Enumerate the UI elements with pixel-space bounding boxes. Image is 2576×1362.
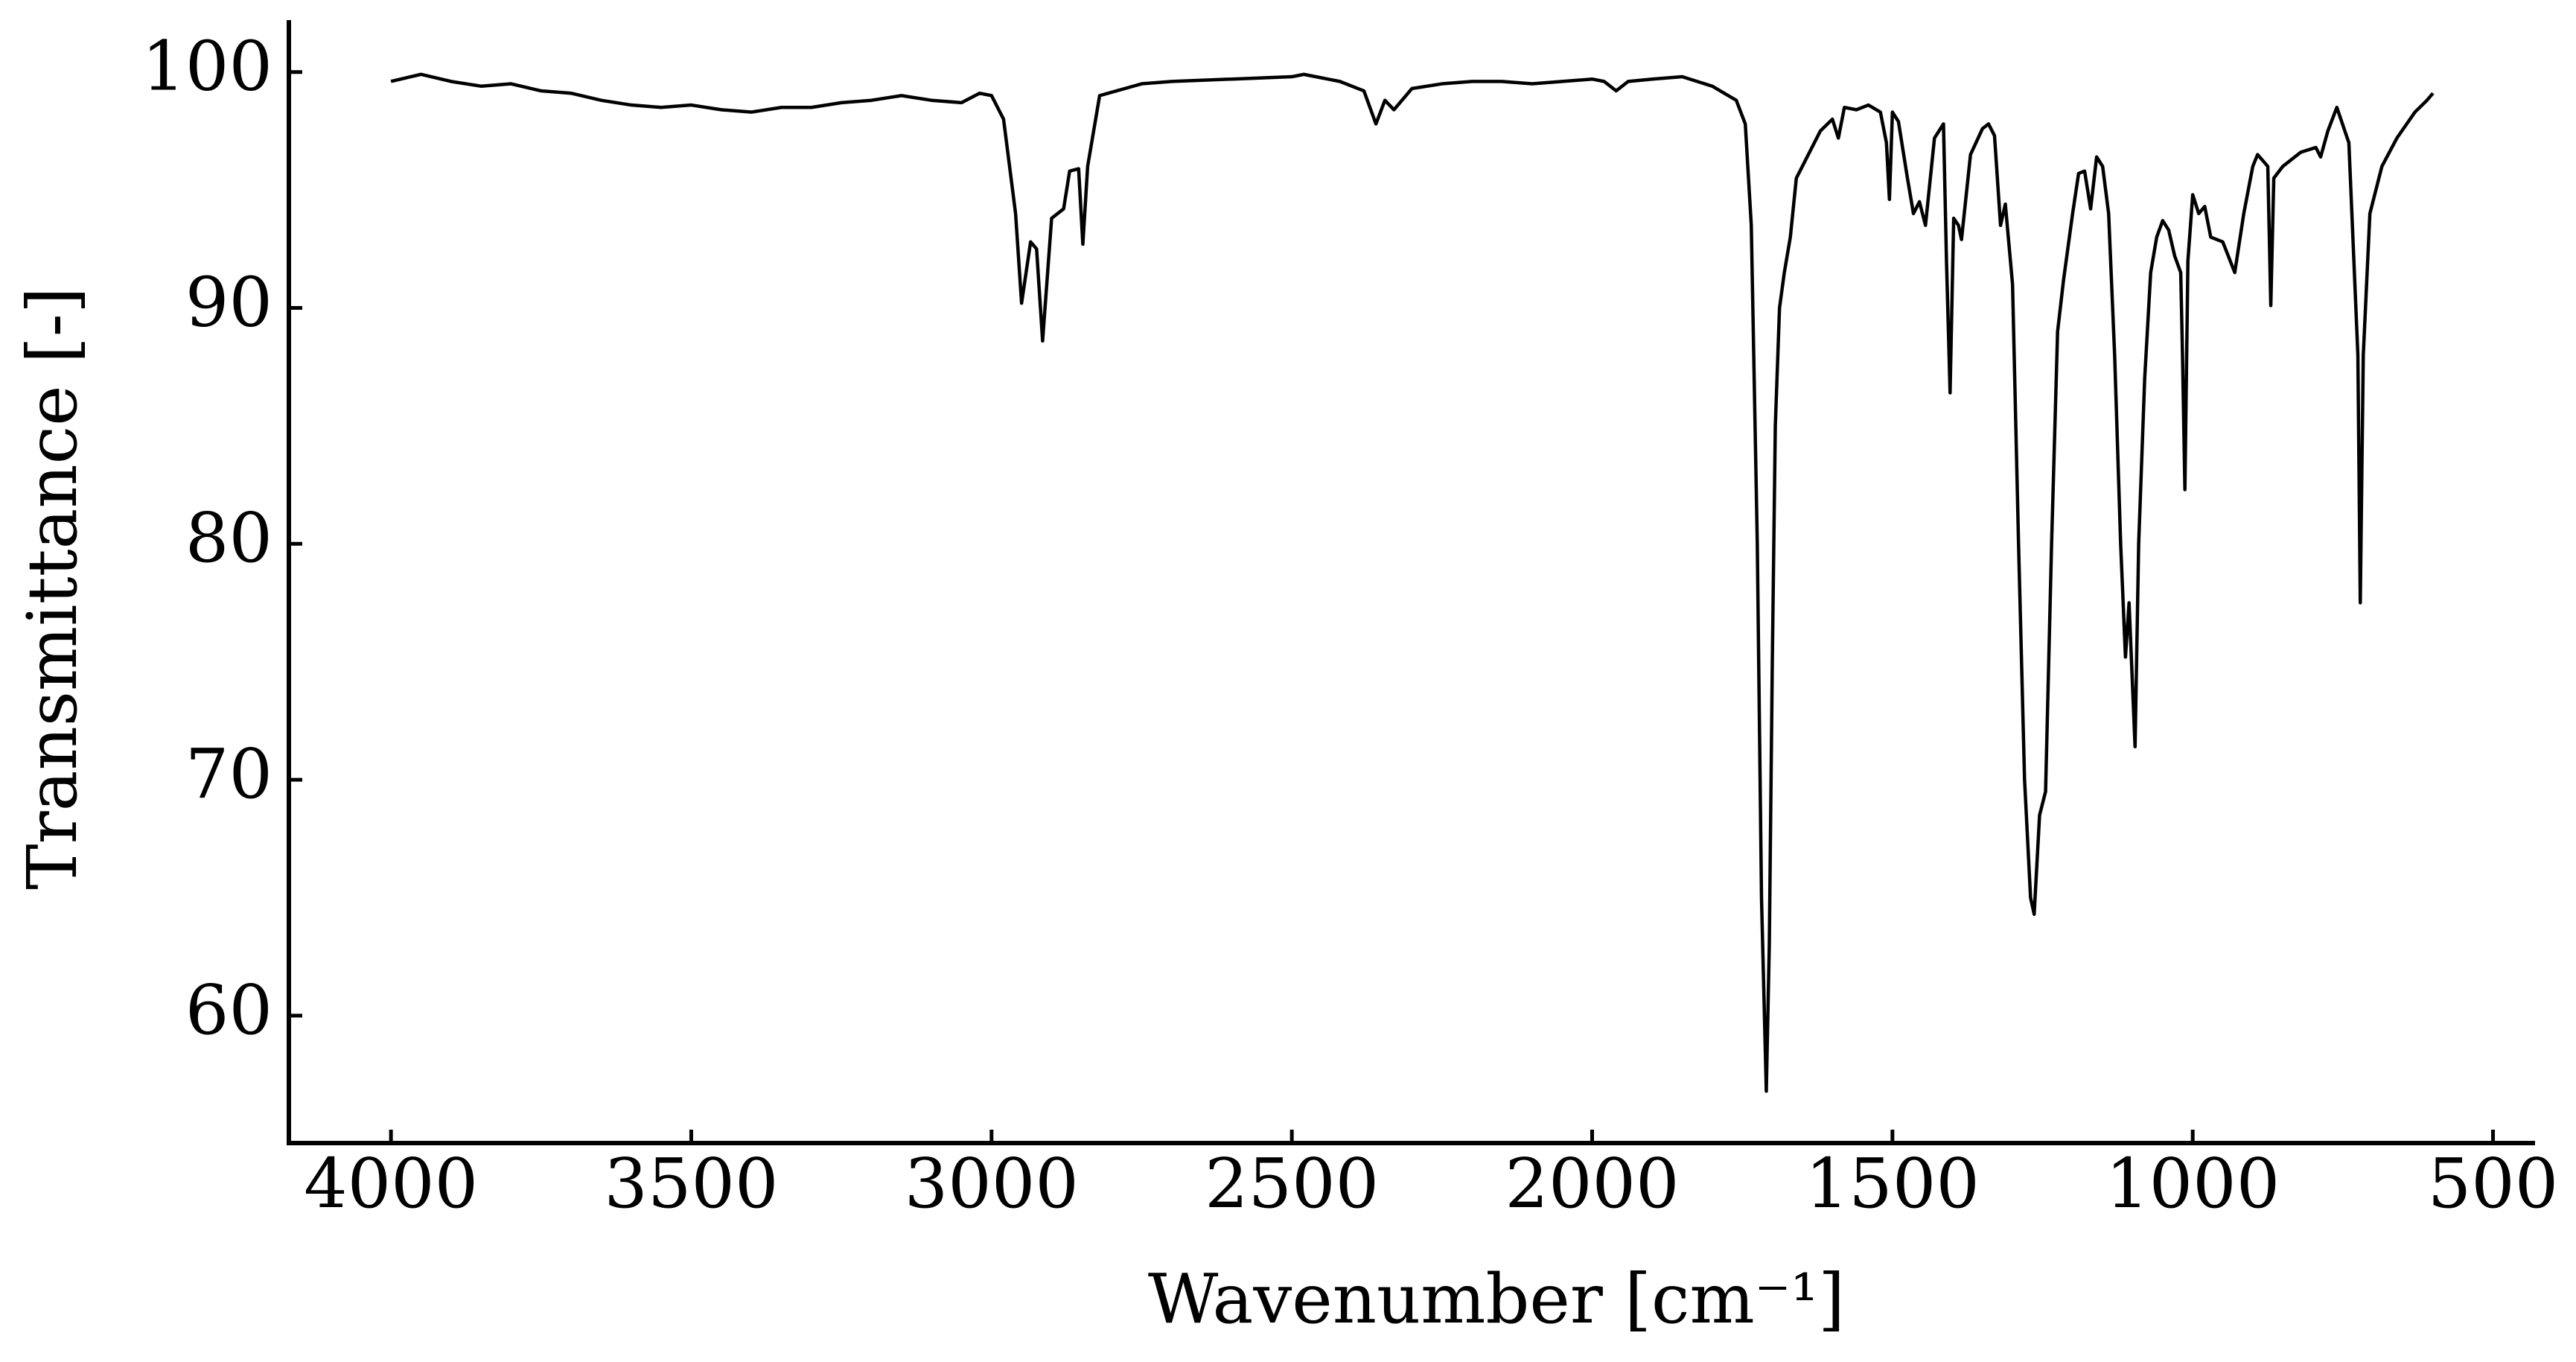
y-tick-label: 60	[185, 970, 272, 1050]
x-tick-label: 3000	[905, 1144, 1079, 1223]
y-tick-label: 100	[141, 27, 272, 106]
x-axis-label: Wavenumber [cm⁻¹]	[1148, 1259, 1845, 1339]
x-tick-label: 500	[2428, 1144, 2559, 1223]
y-axis-label: Transmittance [-]	[13, 287, 92, 889]
x-tick-label: 2000	[1505, 1144, 1679, 1223]
y-tick-label: 80	[185, 498, 272, 578]
x-tick-label: 1000	[2105, 1144, 2280, 1223]
y-tick-label: 70	[185, 734, 272, 814]
x-tick-label: 1500	[1805, 1144, 1980, 1223]
x-tick-label: 4000	[304, 1144, 478, 1223]
y-tick-label: 90	[185, 262, 272, 342]
x-tick-label: 3500	[604, 1144, 778, 1223]
spectrum-line	[390, 72, 2435, 1093]
x-tick-label: 2500	[1205, 1144, 1379, 1223]
